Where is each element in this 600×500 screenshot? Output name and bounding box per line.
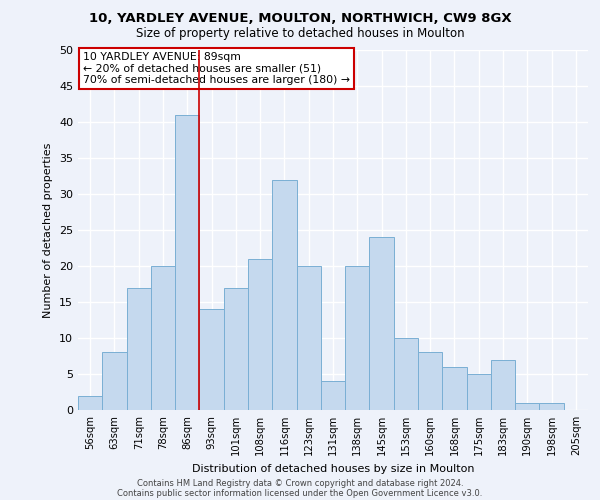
Bar <box>102 352 127 410</box>
Text: 10 YARDLEY AVENUE: 89sqm
← 20% of detached houses are smaller (51)
70% of semi-d: 10 YARDLEY AVENUE: 89sqm ← 20% of detach… <box>83 52 350 85</box>
Bar <box>491 360 515 410</box>
Bar <box>345 266 370 410</box>
Bar <box>272 180 296 410</box>
Bar <box>321 381 345 410</box>
Text: Size of property relative to detached houses in Moulton: Size of property relative to detached ho… <box>136 28 464 40</box>
Text: Contains public sector information licensed under the Open Government Licence v3: Contains public sector information licen… <box>118 488 482 498</box>
Text: 10, YARDLEY AVENUE, MOULTON, NORTHWICH, CW9 8GX: 10, YARDLEY AVENUE, MOULTON, NORTHWICH, … <box>89 12 511 26</box>
Bar <box>394 338 418 410</box>
Bar <box>296 266 321 410</box>
Bar <box>127 288 151 410</box>
Bar <box>248 259 272 410</box>
Bar <box>442 367 467 410</box>
Bar <box>151 266 175 410</box>
Bar <box>467 374 491 410</box>
Text: Contains HM Land Registry data © Crown copyright and database right 2024.: Contains HM Land Registry data © Crown c… <box>137 478 463 488</box>
Bar <box>418 352 442 410</box>
Bar <box>370 237 394 410</box>
Bar <box>224 288 248 410</box>
Bar <box>175 115 199 410</box>
Y-axis label: Number of detached properties: Number of detached properties <box>43 142 53 318</box>
X-axis label: Distribution of detached houses by size in Moulton: Distribution of detached houses by size … <box>192 464 474 473</box>
Bar <box>199 309 224 410</box>
Bar <box>539 403 564 410</box>
Bar <box>78 396 102 410</box>
Bar <box>515 403 539 410</box>
